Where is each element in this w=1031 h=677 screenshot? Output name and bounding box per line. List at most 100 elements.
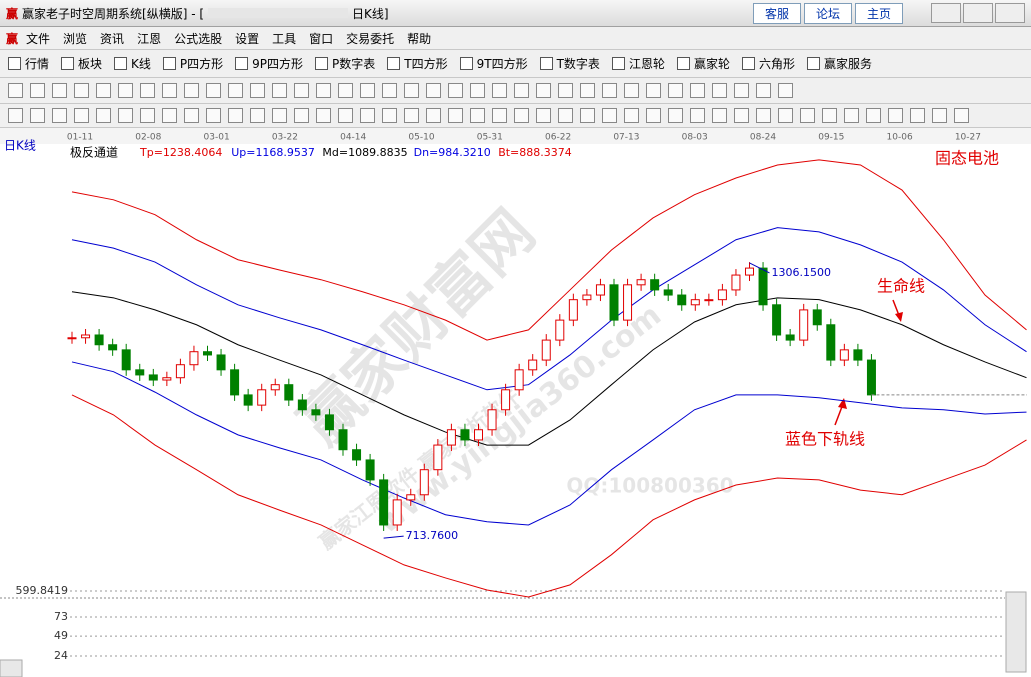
link-button[interactable]: 客服 [753,2,801,24]
icon-button[interactable] [602,83,617,98]
tool-button[interactable]: K线 [114,55,151,72]
tool-button[interactable]: P四方形 [162,55,223,72]
icon-button[interactable] [30,83,45,98]
icon-button[interactable] [756,83,771,98]
icon-button[interactable] [624,108,639,123]
link-button[interactable]: 论坛 [804,2,852,24]
icon-button[interactable] [338,108,353,123]
tool-button[interactable]: 六角形 [741,55,795,72]
icon-button[interactable] [448,108,463,123]
minimize[interactable] [931,3,961,23]
icon-button[interactable] [316,108,331,123]
icon-button[interactable] [162,108,177,123]
icon-button[interactable] [250,83,265,98]
menu-item[interactable]: 工具 [272,31,297,46]
tool-button[interactable]: 9P四方形 [235,55,303,72]
icon-button[interactable] [8,83,23,98]
icon-button[interactable] [470,108,485,123]
scroll-buttons[interactable] [1005,591,1027,673]
panel-toggle[interactable] [0,659,23,677]
icon-button[interactable] [778,108,793,123]
tool-button[interactable]: T四方形 [387,55,448,72]
tool-button[interactable]: 行情 [8,55,49,72]
menu-item[interactable]: 交易委托 [346,31,395,46]
icon-button[interactable] [646,108,661,123]
icon-button[interactable] [514,83,529,98]
icon-button[interactable] [646,83,661,98]
icon-button[interactable] [96,108,111,123]
icon-button[interactable] [514,108,529,123]
icon-button[interactable] [800,108,815,123]
menu-item[interactable]: 公式选股 [174,31,223,46]
icon-button[interactable] [492,83,507,98]
icon-button[interactable] [118,83,133,98]
icon-button[interactable] [382,83,397,98]
menu-item[interactable]: 资讯 [100,31,125,46]
icon-button[interactable] [866,108,881,123]
icon-button[interactable] [404,83,419,98]
icon-button[interactable] [206,108,221,123]
icon-button[interactable] [360,83,375,98]
icon-button[interactable] [536,83,551,98]
icon-button[interactable] [690,108,705,123]
icon-button[interactable] [382,108,397,123]
icon-button[interactable] [690,83,705,98]
icon-button[interactable] [668,83,683,98]
icon-button[interactable] [602,108,617,123]
icon-button[interactable] [844,108,859,123]
menu-item[interactable]: 设置 [235,31,260,46]
maximize[interactable] [963,3,993,23]
icon-button[interactable] [580,83,595,98]
icon-button[interactable] [932,108,947,123]
icon-button[interactable] [184,83,199,98]
icon-button[interactable] [668,108,683,123]
tool-button[interactable]: 赢家服务 [806,55,872,72]
icon-button[interactable] [294,108,309,123]
icon-button[interactable] [712,83,727,98]
icon-button[interactable] [52,83,67,98]
icon-button[interactable] [206,83,221,98]
icon-button[interactable] [184,108,199,123]
icon-button[interactable] [580,108,595,123]
icon-button[interactable] [228,83,243,98]
icon-button[interactable] [162,83,177,98]
icon-button[interactable] [52,108,67,123]
link-button[interactable]: 主页 [855,2,903,24]
tool-button[interactable]: P数字表 [315,55,375,72]
icon-button[interactable] [250,108,265,123]
icon-button[interactable] [96,83,111,98]
icon-button[interactable] [316,83,331,98]
icon-button[interactable] [492,108,507,123]
icon-button[interactable] [74,83,89,98]
icon-button[interactable] [74,108,89,123]
menu-item[interactable]: 江恩 [137,31,162,46]
icon-button[interactable] [140,83,155,98]
tool-button[interactable]: 板块 [61,55,102,72]
tool-button[interactable]: T数字表 [539,55,600,72]
icon-button[interactable] [404,108,419,123]
icon-button[interactable] [140,108,155,123]
icon-button[interactable] [470,83,485,98]
tool-button[interactable]: 江恩轮 [611,55,665,72]
icon-button[interactable] [734,83,749,98]
icon-button[interactable] [118,108,133,123]
icon-button[interactable] [624,83,639,98]
icon-button[interactable] [294,83,309,98]
icon-button[interactable] [822,108,837,123]
icon-button[interactable] [910,108,925,123]
tool-button[interactable]: 9T四方形 [459,55,528,72]
icon-button[interactable] [712,108,727,123]
icon-button[interactable] [228,108,243,123]
icon-button[interactable] [778,83,793,98]
icon-button[interactable] [558,83,573,98]
menu-item[interactable]: 浏览 [63,31,88,46]
icon-button[interactable] [272,83,287,98]
icon-button[interactable] [426,108,441,123]
menu-item[interactable]: 文件 [26,31,51,46]
icon-button[interactable] [426,83,441,98]
icon-button[interactable] [360,108,375,123]
icon-button[interactable] [338,83,353,98]
icon-button[interactable] [734,108,749,123]
icon-button[interactable] [448,83,463,98]
tool-button[interactable]: 赢家轮 [676,55,730,72]
